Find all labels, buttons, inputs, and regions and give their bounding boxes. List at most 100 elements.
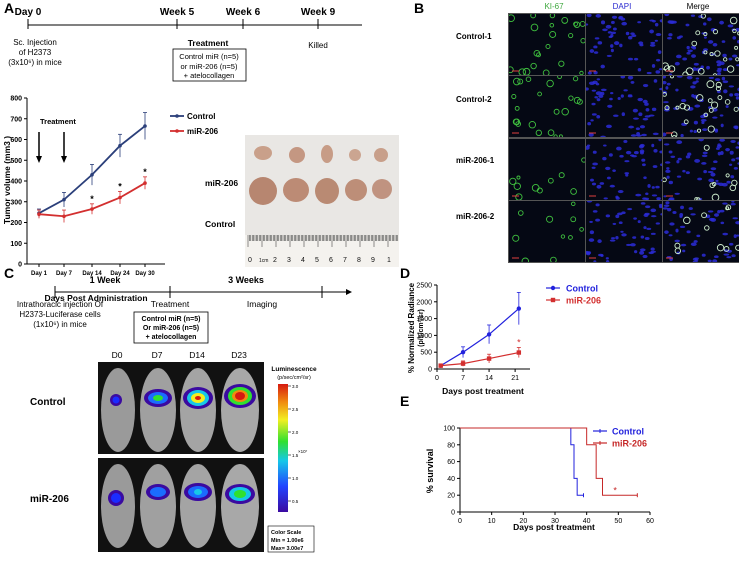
ki67-positive-cell <box>732 28 737 34</box>
dapi-nucleus <box>611 20 615 25</box>
dapi-nucleus <box>675 54 682 59</box>
chart-d-ytick-label: 500 <box>420 350 432 357</box>
scale-box-line-2: Min = 1.00e6 <box>271 538 304 544</box>
dapi-nucleus <box>730 202 736 206</box>
dapi-nucleus <box>652 165 658 169</box>
dapi-nucleus <box>613 114 619 117</box>
dapi-nucleus <box>646 227 652 230</box>
dapi-nucleus <box>651 194 658 197</box>
dapi-nucleus <box>642 197 647 200</box>
chart-e-survival: % survival Days post treatment 0 20 40 60 80… <box>425 426 654 533</box>
ki67-positive-cell <box>568 235 573 240</box>
dapi-nucleus <box>651 63 656 68</box>
ki67-positive-cell <box>536 187 543 194</box>
ki67-positive-cell <box>675 105 680 110</box>
chart-a-legend-label: Control <box>187 112 215 121</box>
tumor-mir206 <box>374 148 388 162</box>
dapi-nucleus <box>618 221 623 225</box>
dapi-nucleus <box>591 102 596 106</box>
chart-a-treatment-arrowhead <box>61 156 67 163</box>
imaging-row-control: Control <box>30 397 66 408</box>
timeline-a-treatment-box <box>172 48 247 82</box>
dapi-nucleus <box>668 150 673 154</box>
chart-a-xtick-label: Day 7 <box>56 271 73 277</box>
chart-d-xtick-label: 21 <box>511 375 519 382</box>
dapi-nucleus <box>726 180 731 184</box>
ki67-positive-cell <box>695 30 701 36</box>
chart-e-ytick-label: 0 <box>451 510 455 517</box>
dapi-nucleus <box>606 54 612 57</box>
dapi-nucleus <box>598 94 604 98</box>
chart-d-radiance: % Normalized Radiance (p/s/cm²/sr) Days … <box>407 282 601 396</box>
timeline-a-injection-1: Sc. Injection <box>13 38 57 47</box>
panel-label-c: C <box>4 265 14 281</box>
ki67-positive-cell <box>530 23 539 32</box>
ki67-positive-cell <box>573 96 581 104</box>
dapi-nucleus <box>597 41 603 45</box>
ki67-positive-cell <box>528 121 537 129</box>
dapi-nucleus <box>675 88 679 92</box>
ki67-positive-cell <box>737 31 739 36</box>
chart-a-point <box>62 197 66 202</box>
dapi-nucleus <box>720 123 724 128</box>
dapi-nucleus <box>592 80 598 85</box>
ki67-positive-cell <box>517 210 524 216</box>
ki67-positive-cell <box>710 101 719 109</box>
ki67-positive-cell <box>674 247 681 255</box>
ki67-positive-cell <box>580 37 585 44</box>
dapi-nucleus <box>637 21 642 24</box>
dapi-nucleus <box>730 175 735 179</box>
dapi-nucleus <box>617 212 623 216</box>
ki67-positive-cell <box>518 68 527 75</box>
dapi-nucleus <box>730 139 736 143</box>
dapi-nucleus <box>719 114 724 117</box>
chart-a-legend-marker <box>175 129 179 133</box>
ki67-positive-cell <box>530 62 537 70</box>
ki67-positive-cell <box>521 257 530 262</box>
dapi-nucleus <box>731 54 738 58</box>
ki67-positive-cell <box>724 99 731 105</box>
dapi-nucleus <box>656 197 661 200</box>
ki67-positive-cell <box>716 244 725 252</box>
chart-d-legend-label: Control <box>566 284 598 294</box>
dapi-nucleus <box>651 186 655 189</box>
dapi-nucleus <box>616 146 622 151</box>
ki67-positive-cell <box>715 86 721 92</box>
timeline-c-treatment: Treatment <box>151 299 190 309</box>
chart-d-ytick-label: 1000 <box>416 333 432 340</box>
timeline-a-killed: Killed <box>308 41 328 50</box>
dapi-nucleus <box>650 215 657 218</box>
dapi-nucleus <box>603 144 607 147</box>
scale-box-line-3: Max= 3.00e7 <box>271 546 303 552</box>
dapi-nucleus <box>654 39 658 42</box>
ruler-num: 1 <box>387 257 391 264</box>
dapi-nucleus <box>659 205 662 209</box>
dapi-nucleus <box>620 17 626 21</box>
ki67-positive-cell <box>579 227 584 232</box>
dapi-nucleus <box>693 62 699 66</box>
ki67-positive-cell <box>512 77 521 86</box>
ki67-positive-cell <box>696 94 704 102</box>
dapi-nucleus <box>638 144 644 149</box>
timeline-a-box-line-3: + atelocollagen <box>184 71 235 80</box>
dapi-nucleus <box>721 40 726 43</box>
dapi-nucleus <box>621 112 626 117</box>
dapi-nucleus <box>690 14 696 17</box>
timeline-c-3weeks: 3 Weeks <box>228 275 264 285</box>
micro-panel-dapi-2 <box>585 75 663 138</box>
dapi-nucleus <box>710 28 716 32</box>
ruler-num: 5 <box>315 257 319 264</box>
dapi-nucleus <box>605 124 612 129</box>
dapi-nucleus <box>637 220 641 224</box>
dapi-nucleus <box>629 154 635 157</box>
micro-panel-merge-1 <box>662 13 739 76</box>
dapi-nucleus <box>627 208 633 211</box>
ki67-positive-cell <box>697 68 705 75</box>
chart-a-point <box>143 124 147 128</box>
dapi-nucleus <box>596 98 601 102</box>
dapi-nucleus <box>633 217 637 220</box>
ki67-positive-cell <box>723 57 728 62</box>
dapi-nucleus <box>664 161 671 164</box>
ki67-positive-cell <box>703 112 709 118</box>
ki67-positive-cell <box>509 14 515 22</box>
